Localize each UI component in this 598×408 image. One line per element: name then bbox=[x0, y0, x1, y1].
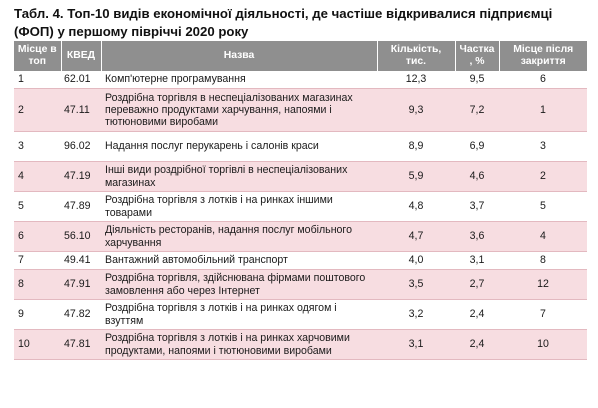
table-row: 10 47.81 Роздрібна торгівля з лотків і н… bbox=[14, 329, 587, 360]
table-row: 2 47.11 Роздрібна торгівля в неспеціаліз… bbox=[14, 88, 587, 132]
header-code: КВЕД bbox=[61, 41, 102, 71]
cell-share: 2,7 bbox=[455, 269, 499, 300]
cell-code: 47.11 bbox=[61, 88, 101, 132]
cell-share: 3,1 bbox=[455, 251, 499, 270]
table-row: 9 47.82 Роздрібна торгівля з лотків і на… bbox=[14, 299, 587, 330]
cell-share: 2,4 bbox=[455, 329, 499, 360]
cell-share: 6,9 bbox=[455, 131, 499, 162]
cell-share: 3,6 bbox=[455, 221, 499, 252]
table-row: 8 47.91 Роздрібна торгівля, здійснювана … bbox=[14, 269, 587, 300]
cell-count: 12,3 bbox=[377, 71, 455, 89]
table-row: 5 47.89 Роздрібна торгівля з лотків і на… bbox=[14, 191, 587, 222]
header-rank: Місце в топ bbox=[14, 41, 62, 71]
cell-share: 7,2 bbox=[455, 88, 499, 132]
table-row: 1 62.01 Комп'ютерне програмування 12,3 9… bbox=[14, 71, 587, 89]
cell-closure-rank: 8 bbox=[499, 251, 587, 270]
cell-code: 47.81 bbox=[61, 329, 101, 360]
cell-name: Інші види роздрібної торгівлі в неспеціа… bbox=[101, 161, 377, 192]
cell-code: 56.10 bbox=[61, 221, 101, 252]
cell-name: Роздрібна торгівля з лотків і на ринках … bbox=[101, 329, 377, 360]
cell-count: 3,1 bbox=[377, 329, 455, 360]
table-row: 6 56.10 Діяльність ресторанів, надання п… bbox=[14, 221, 587, 252]
cell-share: 2,4 bbox=[455, 299, 499, 330]
cell-name: Роздрібна торгівля з лотків і на ринках … bbox=[101, 191, 377, 222]
cell-closure-rank: 4 bbox=[499, 221, 587, 252]
cell-closure-rank: 5 bbox=[499, 191, 587, 222]
cell-share: 9,5 bbox=[455, 71, 499, 89]
cell-code: 49.41 bbox=[61, 251, 101, 270]
cell-name: Комп'ютерне програмування bbox=[101, 71, 377, 89]
cell-rank: 10 bbox=[14, 329, 61, 360]
cell-rank: 1 bbox=[14, 71, 61, 89]
cell-share: 3,7 bbox=[455, 191, 499, 222]
cell-closure-rank: 1 bbox=[499, 88, 587, 132]
cell-rank: 6 bbox=[14, 221, 61, 252]
header-name: Назва bbox=[101, 41, 378, 71]
cell-rank: 5 bbox=[14, 191, 61, 222]
cell-closure-rank: 12 bbox=[499, 269, 587, 300]
cell-code: 96.02 bbox=[61, 131, 101, 162]
header-closure-rank: Місце після закриття bbox=[499, 41, 587, 71]
cell-count: 4,7 bbox=[377, 221, 455, 252]
cell-name: Роздрібна торгівля, здійснювана фірмами … bbox=[101, 269, 377, 300]
table-row: 4 47.19 Інші види роздрібної торгівлі в … bbox=[14, 161, 587, 192]
cell-count: 5,9 bbox=[377, 161, 455, 192]
cell-count: 4,0 bbox=[377, 251, 455, 270]
cell-closure-rank: 6 bbox=[499, 71, 587, 89]
table-header-row: Місце в топ КВЕД Назва Кількість, тис. Ч… bbox=[14, 41, 587, 71]
header-count: Кількість, тис. bbox=[377, 41, 456, 71]
cell-count: 9,3 bbox=[377, 88, 455, 132]
table-row: 3 96.02 Надання послуг перукарень і сало… bbox=[14, 131, 587, 162]
cell-rank: 9 bbox=[14, 299, 61, 330]
cell-code: 47.19 bbox=[61, 161, 101, 192]
cell-count: 8,9 bbox=[377, 131, 455, 162]
cell-name: Роздрібна торгівля з лотків і на ринках … bbox=[101, 299, 377, 330]
cell-rank: 3 bbox=[14, 131, 61, 162]
cell-name: Роздрібна торгівля в неспеціалізованих м… bbox=[101, 88, 377, 132]
header-share: Частка , % bbox=[455, 41, 500, 71]
cell-code: 47.89 bbox=[61, 191, 101, 222]
top10-activities-table: Місце в топ КВЕД Назва Кількість, тис. Ч… bbox=[14, 41, 587, 360]
cell-code: 47.82 bbox=[61, 299, 101, 330]
cell-code: 47.91 bbox=[61, 269, 101, 300]
cell-rank: 4 bbox=[14, 161, 61, 192]
table-caption: Табл. 4. Топ-10 видів економічної діяльн… bbox=[14, 6, 553, 39]
cell-name: Діяльність ресторанів, надання послуг мо… bbox=[101, 221, 377, 252]
cell-rank: 8 bbox=[14, 269, 61, 300]
cell-name: Надання послуг перукарень і салонів крас… bbox=[101, 131, 377, 162]
cell-closure-rank: 2 bbox=[499, 161, 587, 192]
cell-rank: 2 bbox=[14, 88, 61, 132]
cell-count: 3,2 bbox=[377, 299, 455, 330]
table-row: 7 49.41 Вантажний автомобільний транспор… bbox=[14, 251, 587, 270]
cell-rank: 7 bbox=[14, 251, 61, 270]
cell-count: 4,8 bbox=[377, 191, 455, 222]
cell-closure-rank: 10 bbox=[499, 329, 587, 360]
cell-count: 3,5 bbox=[377, 269, 455, 300]
cell-name: Вантажний автомобільний транспорт bbox=[101, 251, 377, 270]
cell-closure-rank: 7 bbox=[499, 299, 587, 330]
cell-closure-rank: 3 bbox=[499, 131, 587, 162]
cell-share: 4,6 bbox=[455, 161, 499, 192]
cell-code: 62.01 bbox=[61, 71, 101, 89]
